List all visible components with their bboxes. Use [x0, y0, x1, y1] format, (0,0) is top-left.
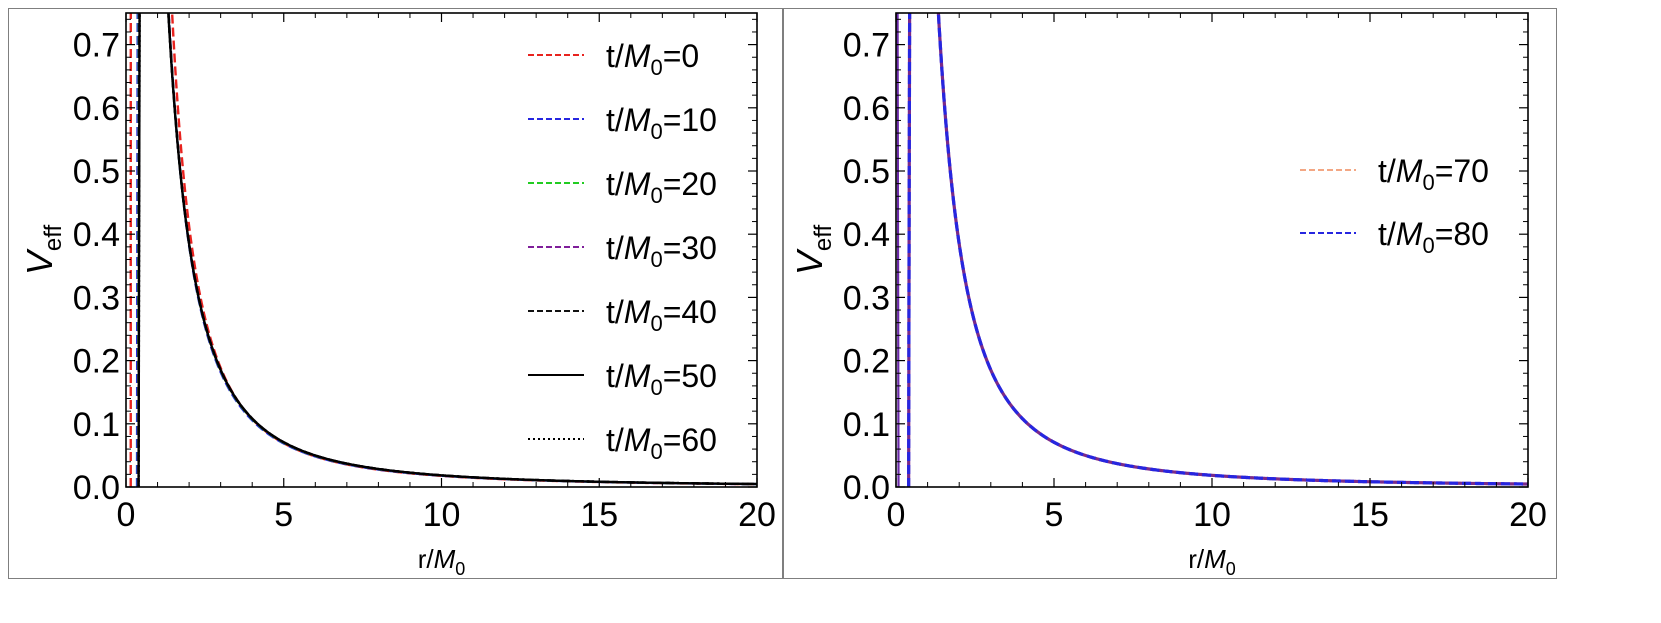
y-tick-label: 0.0 — [73, 469, 120, 507]
legend-label: t/M0=60 — [606, 422, 717, 464]
legend: t/M0=70 t/M0=80 — [1300, 153, 1489, 258]
y-tick-label: 0.3 — [73, 279, 120, 317]
y-tick-label: 0.4 — [843, 216, 890, 254]
x-axis-label: r/M0 — [1188, 544, 1236, 579]
legend-label: t/M0=20 — [606, 166, 717, 208]
x-tick-label: 15 — [1351, 496, 1389, 534]
x-tick-label: 5 — [274, 496, 293, 534]
legend-label: t/M0=80 — [1378, 216, 1489, 258]
legend-label: t/M0=40 — [606, 294, 717, 336]
panel-1: 0 5 10 15 20 0.0 0.1 0.2 0.3 0.4 0.5 0.6 0.7 r/M0 Veff… — [19, 12, 776, 579]
y-axis-label: Veff — [19, 225, 67, 276]
y-axis-label: Veff — [789, 225, 837, 276]
y-tick-label: 0.4 — [73, 216, 120, 254]
legend-label: t/M0=50 — [606, 358, 717, 400]
y-tick-label: 0.5 — [73, 153, 120, 191]
legend-label: t/M0=0 — [606, 38, 699, 80]
right-panel-frame — [782, 8, 1557, 579]
y-tick-label: 0.3 — [843, 279, 890, 317]
series-group — [896, 13, 1528, 487]
y-tick-label: 0.0 — [843, 469, 890, 507]
y-tick-label: 0.7 — [843, 27, 890, 65]
left-panel-frame — [8, 8, 784, 579]
y-tick-label: 0.5 — [843, 153, 890, 191]
y-tick-label: 0.1 — [73, 406, 120, 444]
y-tick-label: 0.2 — [73, 343, 120, 381]
y-tick-label: 0.1 — [843, 406, 890, 444]
x-tick-label: 20 — [1509, 496, 1547, 534]
y-tick-label: 0.6 — [73, 90, 120, 128]
x-tick-label: 0 — [887, 496, 906, 534]
legend-label: t/M0=70 — [1378, 153, 1489, 195]
x-axis-label: r/M0 — [418, 544, 466, 579]
panel-2: 0 5 10 15 20 0.0 0.1 0.2 0.3 0.4 0.5 0.6 0.7 r/M0 Veff… — [789, 12, 1547, 579]
legend: t/M0=0 t/M0=10 t/M0=20 t/M0=30 t/M0=40 t/M0=5… — [528, 38, 717, 464]
series-group — [129, 13, 757, 487]
y-tick-label: 0.6 — [843, 90, 890, 128]
legend-label: t/M0=30 — [606, 230, 717, 272]
x-tick-label: 15 — [580, 496, 618, 534]
x-tick-label: 0 — [117, 496, 136, 534]
x-tick-label: 10 — [423, 496, 461, 534]
legend-label: t/M0=10 — [606, 102, 717, 144]
y-tick-label: 0.2 — [843, 343, 890, 381]
x-tick-label: 10 — [1193, 496, 1231, 534]
x-tick-label: 20 — [738, 496, 776, 534]
left-edge-spike — [896, 13, 900, 487]
x-tick-label: 5 — [1045, 496, 1064, 534]
series-line-t-m0-80 — [907, 13, 1528, 487]
y-tick-label: 0.7 — [73, 27, 120, 65]
series-line-t-m0-60 — [137, 13, 757, 487]
